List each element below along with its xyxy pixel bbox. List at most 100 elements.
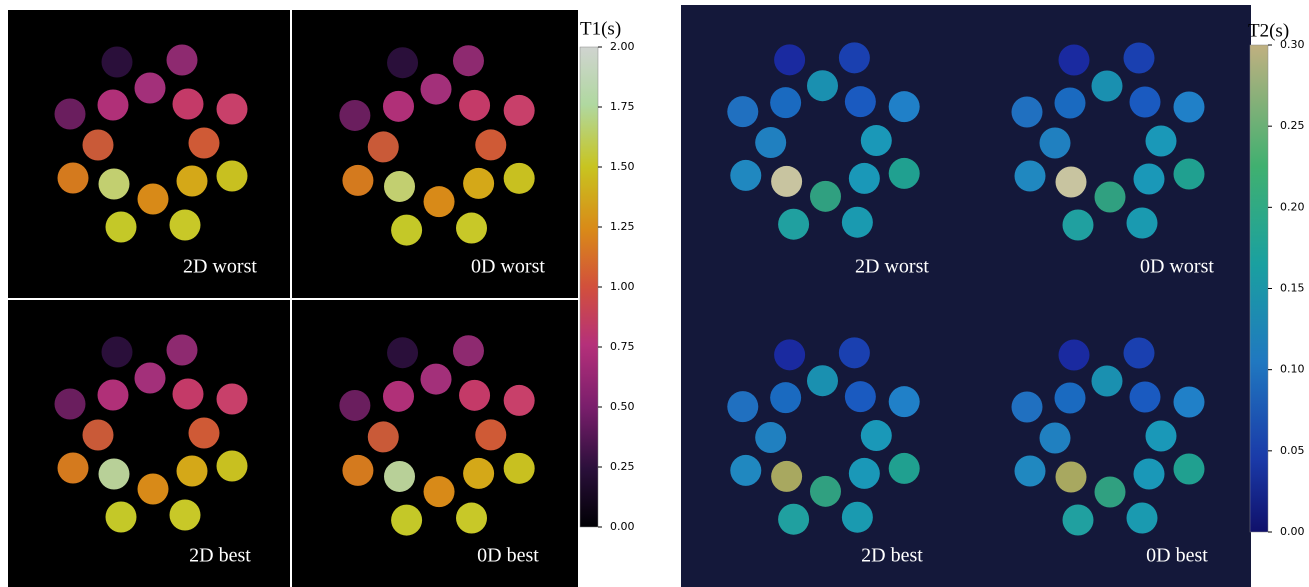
panel-label: 0D worst [1140,256,1214,278]
phantom-vial [807,365,838,396]
tick-label: 0.75 [610,340,635,353]
phantom-vial [1059,45,1090,76]
phantom-vial [1174,454,1205,485]
phantom-vial [383,91,414,122]
colorbar [1250,45,1268,532]
phantom-vial [463,168,494,199]
phantom-vial [730,455,761,486]
phantom-vial [504,163,535,194]
phantom-vial [424,476,455,507]
phantom-vial [463,458,494,489]
phantom-vial [138,474,169,505]
phantom-vial [1092,366,1123,397]
phantom-vial [55,99,86,130]
phantom-vial [839,337,870,368]
phantom-vial [1124,338,1155,369]
phantom-vial [1134,164,1165,195]
phantom-vial [58,163,89,194]
tick-label: 2.00 [610,40,635,53]
phantom-vial [730,160,761,191]
phantom-vial [755,127,786,158]
colorbar [580,47,598,527]
phantom-vial [1127,503,1158,534]
phantom-vial [339,100,370,131]
phantom-vial [1124,43,1155,74]
phantom-vial [170,500,201,531]
phantom-vial [135,73,166,104]
phantom-vial [83,420,114,451]
panel-label: 2D worst [183,256,257,278]
phantom-vial [98,90,129,121]
phantom-vial [421,364,452,395]
phantom-vial [1056,462,1087,493]
phantom-vial [189,418,220,449]
phantom-vial [368,131,399,162]
phantom-vial [459,380,490,411]
tick-label: 0.50 [610,400,635,413]
phantom-vial [1059,340,1090,371]
phantom-vial [383,381,414,412]
tick-label: 0.25 [610,460,635,473]
phantom-vial [83,130,114,161]
phantom-vial [1095,182,1126,213]
phantom-vial [1174,387,1205,418]
panel-label: 2D best [189,545,251,567]
phantom-vial [217,384,248,415]
phantom-vial [368,421,399,452]
phantom-vial [504,385,535,416]
phantom-vial [1127,208,1158,239]
phantom-vial [456,503,487,534]
tick-label: 1.50 [610,160,635,173]
phantom-vial [177,166,208,197]
phantom-vial [173,89,204,120]
phantom-vial [755,422,786,453]
phantom-vial [106,502,137,533]
phantom-vial [58,453,89,484]
phantom-vial [135,363,166,394]
phantom-vial [1040,128,1071,159]
phantom-vial [342,455,373,486]
phantom-vial [849,163,880,194]
phantom-vial [504,95,535,126]
tick-label: 0.30 [1280,38,1305,51]
tick-label: 0.15 [1280,282,1305,295]
phantom-vial [839,42,870,73]
phantom-vial [842,502,873,533]
phantom-vial [1174,92,1205,123]
phantom-vial [1056,167,1087,198]
phantom-vial [889,91,920,122]
phantom-vial [1146,126,1177,157]
tick-label: 0.05 [1280,444,1305,457]
phantom-vial [167,45,198,76]
tick-label: 1.00 [610,280,635,293]
phantom-vial [384,171,415,202]
tick-label: 0.25 [1280,119,1305,132]
map-panel [965,8,1247,298]
tick-label: 1.25 [610,220,635,233]
phantom-vial [459,90,490,121]
phantom-vial [102,47,133,78]
phantom-vial [889,386,920,417]
panel-label: 0D worst [471,256,545,278]
phantom-vial [849,458,880,489]
phantom-vial [861,125,892,156]
phantom-vial [504,453,535,484]
tick-label: 0.00 [610,520,635,533]
phantom-vial [167,335,198,366]
phantom-vial [778,209,809,240]
phantom-vial [475,419,506,450]
phantom-vial [771,461,802,492]
phantom-vial [387,47,418,78]
phantom-vial [1092,71,1123,102]
phantom-vial [453,335,484,366]
phantom-vial [1015,456,1046,487]
figure-canvas: T1(s) T2(s) 2D worst0D worst2D best0D be… [0,0,1309,587]
phantom-vial [387,337,418,368]
phantom-vial [1146,421,1177,452]
phantom-vial [170,210,201,241]
phantom-vial [391,215,422,246]
phantom-vial [453,45,484,76]
phantom-vial [421,74,452,105]
phantom-vial [1015,161,1046,192]
phantom-vial [770,382,801,413]
